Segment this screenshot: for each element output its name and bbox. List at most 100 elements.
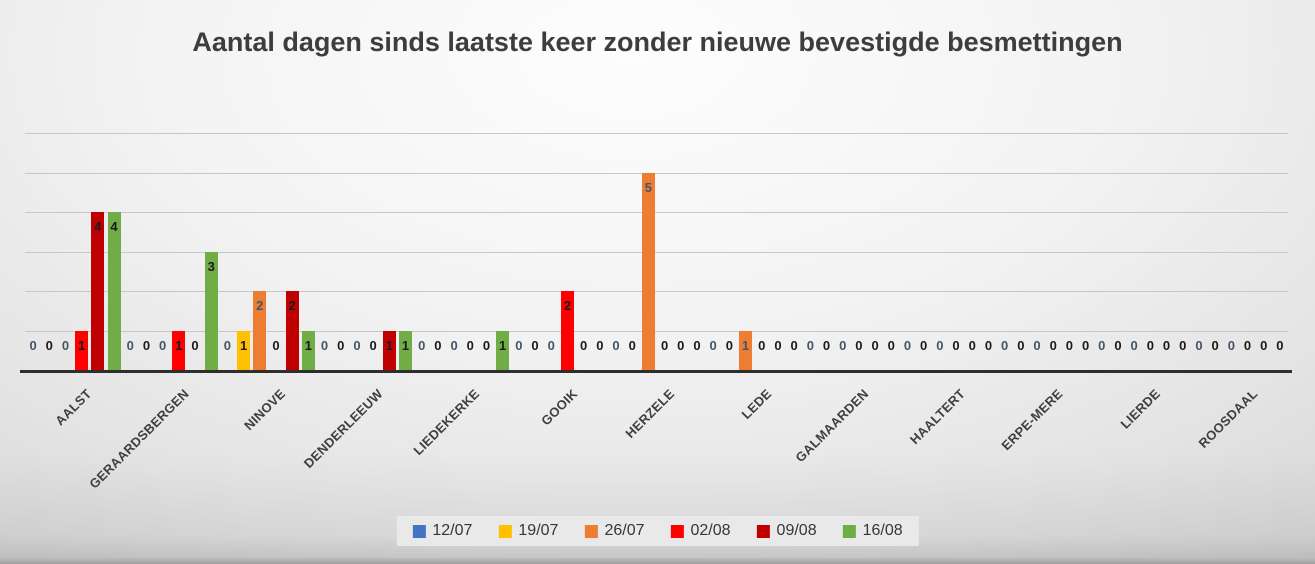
- category-label: HERZELE: [622, 386, 678, 441]
- bar-data-label: 1: [401, 337, 410, 353]
- category-label: GOOIK: [537, 386, 580, 429]
- legend-label: 19/07: [518, 522, 559, 539]
- bar-data-label: 0: [515, 338, 523, 353]
- bar-data-label: 0: [531, 338, 539, 353]
- bar-data-label: 0: [822, 338, 831, 353]
- category-label: ERPE-MERE: [998, 386, 1066, 454]
- bar: [301, 330, 315, 370]
- legend-item: 19/07: [498, 522, 558, 540]
- bar-data-label: 0: [952, 338, 960, 353]
- bar-data-label: 0: [320, 338, 329, 353]
- bar-data-label: 0: [580, 338, 588, 353]
- legend-swatch-icon: [670, 524, 684, 538]
- bar-data-label: 0: [159, 338, 167, 353]
- bar-data-label: 4: [110, 219, 118, 234]
- bar: [739, 330, 753, 370]
- legend-label: 26/07: [604, 522, 645, 539]
- legend-label: 09/08: [776, 522, 817, 539]
- bar-data-label: 2: [256, 298, 264, 313]
- bar-data-label: 0: [61, 338, 70, 353]
- legend-label: 02/08: [690, 522, 731, 539]
- bar-data-label: 0: [1033, 338, 1041, 353]
- bar-data-label: 1: [499, 337, 507, 353]
- bar-data-label: 0: [547, 338, 555, 353]
- bar-data-label: 0: [839, 338, 847, 353]
- bar-data-label: 1: [239, 337, 248, 353]
- bar-data-label: 0: [790, 338, 798, 353]
- category-label: GERAARDSBERGEN: [85, 386, 192, 492]
- bar-data-label: 0: [45, 338, 53, 353]
- bar-data-label: 0: [1017, 338, 1025, 353]
- bar-data-label: 0: [1162, 338, 1171, 353]
- bar: [285, 291, 299, 370]
- legend-item: 12/07: [412, 522, 472, 540]
- bar-data-label: 0: [725, 338, 733, 353]
- bar: [237, 330, 251, 370]
- category-label: LIERDE: [1117, 386, 1163, 432]
- bar-data-label: 1: [385, 337, 393, 353]
- bar-data-label: 0: [628, 338, 636, 353]
- category-label: AALST: [51, 386, 95, 429]
- chart-title-text: Aantal dagen sinds laatste keer zonder n…: [192, 27, 1123, 57]
- bar-data-label: 0: [1146, 338, 1154, 353]
- bar-data-label: 2: [563, 298, 572, 313]
- bar-data-label: 0: [29, 338, 37, 353]
- bar-data-label: 0: [1001, 338, 1009, 353]
- bar-data-label: 2: [288, 298, 296, 313]
- bar-data-label: 0: [353, 338, 361, 353]
- bar-data-label: 0: [1049, 338, 1057, 353]
- bar: [641, 172, 655, 370]
- bar: [496, 330, 510, 370]
- chart-title: Aantal dagen sinds laatste keer zonder n…: [0, 22, 1315, 63]
- category-label: LIEDEKERKE: [410, 386, 483, 458]
- category-label: DENDERLEEUW: [300, 386, 386, 471]
- legend: 12/07 19/07 26/07 02/08 09/08 16/08: [396, 516, 919, 546]
- bar-data-label: 0: [418, 338, 426, 353]
- bar-data-label: 0: [1179, 338, 1187, 353]
- bar-data-label: 0: [1211, 338, 1219, 353]
- bar-data-label: 0: [677, 338, 685, 353]
- bar-data-label: 0: [337, 338, 345, 353]
- legend-item: 16/08: [842, 522, 903, 540]
- category-label: HAALTERT: [907, 386, 969, 448]
- category-label: LEDE: [738, 386, 775, 422]
- bar-data-label: 0: [434, 338, 442, 353]
- bar-data-label: 0: [1098, 338, 1106, 353]
- legend-label: 12/07: [432, 522, 473, 539]
- bar-data-label: 0: [660, 338, 669, 353]
- bar: [253, 291, 267, 370]
- bar: [399, 330, 413, 370]
- x-axis-line: [20, 370, 1292, 373]
- gridline: [25, 251, 1288, 253]
- bar-data-label: 0: [920, 338, 928, 353]
- bar: [91, 212, 105, 370]
- bar-data-label: 3: [207, 258, 215, 274]
- bar-data-label: 0: [984, 338, 993, 353]
- gridline: [25, 133, 1288, 134]
- bar-data-label: 0: [482, 338, 491, 353]
- legend-swatch-icon: [584, 524, 598, 538]
- gridline: [25, 330, 1288, 332]
- legend-swatch-icon: [412, 524, 426, 538]
- bar-data-label: 0: [887, 338, 895, 353]
- bar-data-label: 0: [968, 338, 976, 353]
- bottom-edge-strip: [0, 558, 1315, 564]
- bar: [107, 212, 121, 370]
- bar-data-label: 0: [466, 338, 474, 353]
- bar-data-label: 0: [272, 338, 280, 353]
- bar-data-label: 0: [1227, 338, 1235, 353]
- legend-swatch-icon: [498, 524, 512, 538]
- gridline: [25, 212, 1288, 213]
- bar-data-label: 0: [936, 338, 944, 353]
- bar-data-label: 0: [758, 338, 766, 353]
- bar: [172, 330, 186, 370]
- bar-data-label: 0: [855, 338, 863, 353]
- bar-data-label: 0: [1065, 338, 1073, 353]
- bar-data-label: 1: [78, 337, 86, 353]
- bar: [382, 330, 396, 370]
- bar-data-label: 0: [1081, 338, 1090, 353]
- bar-data-label: 0: [126, 338, 134, 353]
- gridline: [25, 172, 1288, 174]
- legend-swatch-icon: [756, 524, 770, 538]
